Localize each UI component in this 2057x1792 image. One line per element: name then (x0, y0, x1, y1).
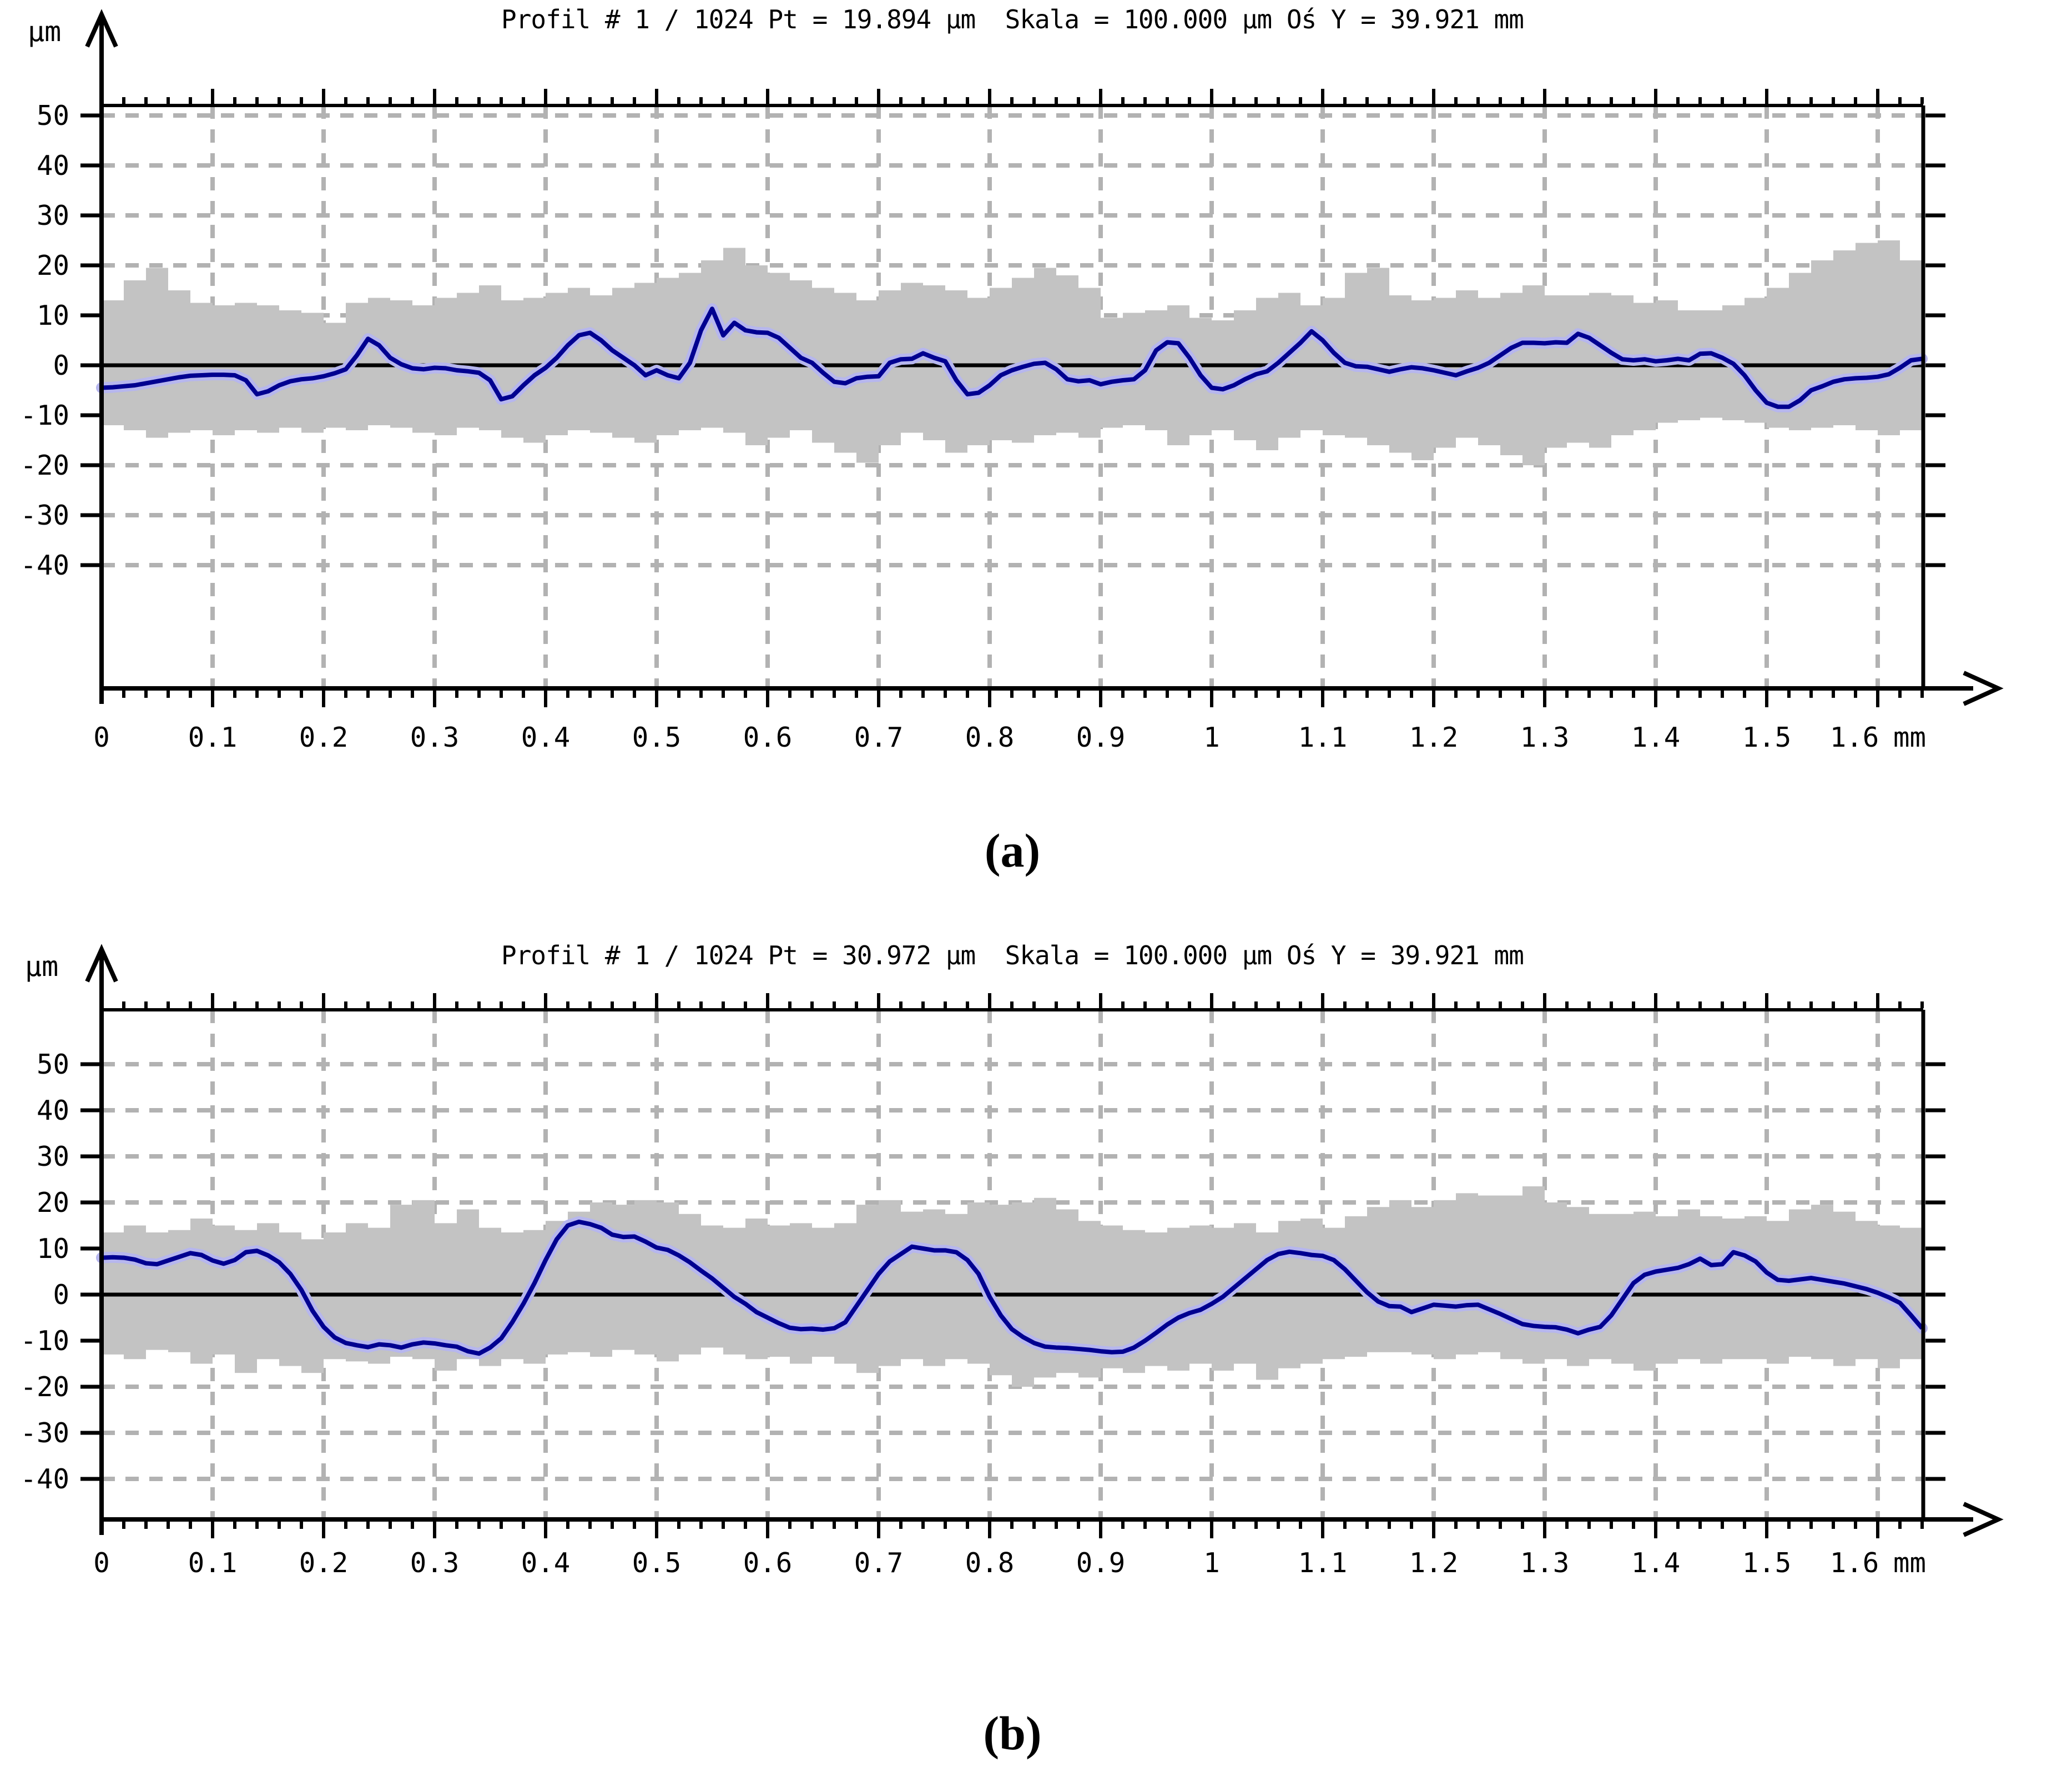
chart-b-y-unit-label: µm (25, 950, 59, 983)
x-tick-label: 0.1 (188, 722, 238, 753)
chart-a-caption: (a) (984, 824, 1041, 877)
plot-area-b: 50 40 30 20 10 0 -10 -20 -30 -40 0 0.1 0.2 0.3 0.4 0.5 0… (20, 944, 2004, 1579)
chart-a-title: Profil # 1 / 1024 Pt = 19.894 µm Skala =… (501, 4, 1524, 34)
chart-b-title: Profil # 1 / 1024 Pt = 30.972 µm Skala =… (501, 940, 1524, 970)
x-tick-label: 1.3 (1520, 1547, 1570, 1579)
x-axis-arrow-icon (1963, 671, 2004, 706)
y-tick-label: 20 (37, 250, 69, 281)
x-tick-label: 1.6 (1830, 1547, 1879, 1579)
y-tick-label: 30 (37, 1141, 69, 1172)
y-tick-label: -20 (20, 1371, 69, 1403)
x-tick-label: 1.5 (1742, 1547, 1792, 1579)
y-tick-label: -30 (20, 1417, 69, 1449)
x-tick-label: 1.1 (1298, 1547, 1348, 1579)
x-tick-label: 1.4 (1631, 1547, 1681, 1579)
y-tick-label: -10 (20, 400, 69, 431)
x-tick-label: 0.2 (299, 722, 349, 753)
mean-profile-line (101, 1219, 1924, 1356)
x-tick-label: 1.5 (1742, 722, 1792, 753)
y-tick-label: -30 (20, 500, 69, 531)
x-tick-label: 1 (1203, 1547, 1220, 1579)
y-tick-label: 0 (53, 350, 69, 381)
x-tick-label: 0.8 (965, 1547, 1015, 1579)
x-tick-label: 0.3 (410, 1547, 460, 1579)
profiles-envelope-band (102, 1186, 1922, 1387)
x-tick-label: 0.2 (299, 1547, 349, 1579)
x-tick-label: 1.1 (1298, 722, 1348, 753)
x-tick-label: 1 (1203, 722, 1220, 753)
y-axis-arrow-icon (85, 9, 118, 48)
x-axis-unit-label: mm (1893, 722, 1926, 753)
x-tick-label: 0.1 (188, 1547, 238, 1579)
x-tick-label: 1.2 (1409, 722, 1459, 753)
y-tick-label: 40 (37, 150, 69, 182)
x-tick-label: 1.4 (1631, 722, 1681, 753)
profile-chart-a: 50 40 30 20 10 0 -10 -20 -30 -40 0 0.1 0.2 0.3 0.4 0.5 0… (20, 9, 2004, 753)
x-tick-label: 1.6 (1830, 722, 1879, 753)
x-tick-label: 0.3 (410, 722, 460, 753)
y-tick-label: 20 (37, 1187, 69, 1219)
y-tick-label: -40 (20, 1463, 69, 1495)
y-axis-arrow-icon (85, 944, 118, 983)
profiles-envelope-band (102, 240, 1922, 465)
chart-a-y-unit-label: µm (28, 16, 62, 48)
x-tick-label: 0.4 (521, 1547, 571, 1579)
x-tick-label: 0.5 (632, 722, 682, 753)
x-tick-label: 0.5 (632, 1547, 682, 1579)
y-tick-label: 10 (37, 1233, 69, 1265)
y-tick-label: 40 (37, 1095, 69, 1126)
x-tick-label: 0.7 (854, 1547, 904, 1579)
mean-profile-line (101, 306, 1923, 409)
x-axis-arrow-icon (1963, 1502, 2004, 1537)
y-tick-label: 10 (37, 300, 69, 331)
x-tick-label: 0.6 (743, 1547, 793, 1579)
x-tick-label: 0 (93, 1547, 110, 1579)
y-tick-label: 0 (53, 1279, 69, 1311)
y-tick-label: 50 (37, 100, 69, 132)
x-tick-label: 0.9 (1076, 1547, 1126, 1579)
x-tick-label: 0.8 (965, 722, 1015, 753)
x-tick-label: 1.2 (1409, 1547, 1459, 1579)
y-tick-label: -10 (20, 1325, 69, 1357)
profile-chart-b: 50 40 30 20 10 0 -10 -20 -30 -40 0 0.1 0.2 0.3 0.4 0.5 0… (20, 944, 2004, 1579)
y-tick-label: 50 (37, 1049, 69, 1080)
x-tick-label: 0.9 (1076, 722, 1126, 753)
x-tick-label: 0.6 (743, 722, 793, 753)
x-axis-unit-label: mm (1893, 1547, 1926, 1579)
plot-area-a: 50 40 30 20 10 0 -10 -20 -30 -40 0 0.1 0.2 0.3 0.4 0.5 0… (20, 9, 2004, 753)
x-tick-label: 0 (93, 722, 110, 753)
y-tick-label: -20 (20, 450, 69, 481)
chart-b-caption: (b) (983, 1707, 1042, 1760)
y-tick-label: -40 (20, 550, 69, 581)
y-tick-label: 30 (37, 200, 69, 231)
x-tick-label: 0.7 (854, 722, 904, 753)
x-tick-label: 1.3 (1520, 722, 1570, 753)
x-tick-label: 0.4 (521, 722, 571, 753)
